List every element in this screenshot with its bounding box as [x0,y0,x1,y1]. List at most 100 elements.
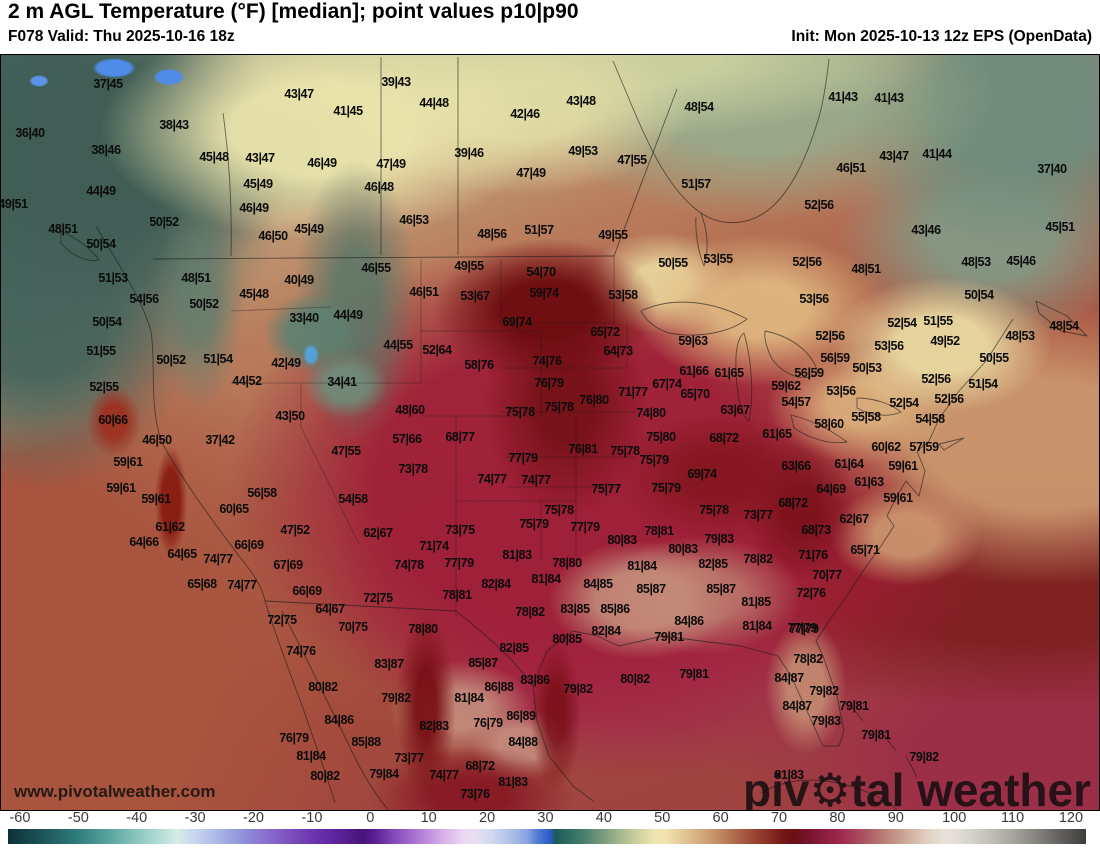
point-value: 43|50 [275,408,305,423]
point-value: 77|79 [508,450,538,465]
colorbar-tick: -50 [67,810,89,826]
point-value: 45|48 [239,286,269,301]
header: 2 m AGL Temperature (°F) [median]; point… [0,0,1100,54]
point-value: 53|56 [799,291,829,306]
point-value: 45|48 [199,149,229,164]
point-value: 70|75 [338,619,368,634]
point-value: 81|84 [627,558,657,573]
point-value: 46|51 [409,284,439,299]
colorbar-tick: 40 [595,810,612,826]
point-value: 65|72 [590,324,620,339]
point-value: 84|88 [508,734,538,749]
point-value: 79|83 [811,713,841,728]
point-value: 69|74 [687,466,717,481]
point-value: 61|64 [834,456,864,471]
point-value: 52|64 [422,342,452,357]
point-value: 33|40 [289,310,319,325]
point-value: 60|65 [219,501,249,516]
colorbar-tick: 60 [712,810,729,826]
point-value: 34|41 [327,374,357,389]
colorbar-tick: 50 [654,810,671,826]
point-value: 83|86 [520,672,550,687]
point-value: 43|46 [911,222,941,237]
map-canvas: 37|45 43|47 38|43 36|40 38|46 45|48 43|47 46|49… [0,54,1100,811]
point-value: 74|76 [532,353,562,368]
point-value: 79|81 [679,666,709,681]
point-value: 68|77 [445,429,475,444]
point-value: 76|81 [568,441,598,456]
point-value: 80|82 [310,768,340,783]
point-value: 58|76 [464,357,494,372]
point-value: 68|72 [778,495,808,510]
point-value: 65|68 [187,576,217,591]
point-value: 57|59 [909,439,939,454]
point-value: 53|55 [703,251,733,266]
point-value: 74|77 [227,577,257,592]
point-value: 46|50 [142,432,172,447]
gulf-of-california-coast [281,610,389,810]
point-value: 49|51 [0,196,28,211]
point-value: 46|51 [836,160,866,175]
point-value: 50|55 [658,255,688,270]
point-value: 85|87 [468,655,498,670]
point-value: 62|67 [839,511,869,526]
point-value: 52|56 [921,371,951,386]
point-value: 85|87 [706,581,736,596]
point-value: 72|76 [796,585,826,600]
long-island [938,437,965,451]
point-value: 52|56 [804,197,834,212]
init-time-label: Init: Mon 2025-10-13 12z EPS (OpenData) [791,28,1092,45]
point-value: 74|77 [429,767,459,782]
point-value: 78|81 [442,587,472,602]
point-value: 54|57 [781,394,811,409]
website-url[interactable]: www.pivotalweather.com [14,782,216,801]
point-value: 57|66 [392,431,422,446]
point-value: 79|82 [909,749,939,764]
point-value: 42|46 [510,106,540,121]
point-value: 59|63 [678,333,708,348]
point-value: 50|53 [852,360,882,375]
point-value: 86|89 [506,708,536,723]
point-value: 56|59 [794,365,824,380]
temperature-colorbar: -60 -50 -40 -30 -20 -10 0 10 20 30 40 50 60 70 80 90 100… [0,810,1100,850]
point-value: 61|63 [854,474,884,489]
point-value: 46|55 [361,260,391,275]
point-value: 81|83 [498,774,528,789]
point-value: 47|49 [376,156,406,171]
point-value: 41|43 [874,90,904,105]
point-value: 42|49 [271,355,301,370]
point-value: 46|48 [364,179,394,194]
bc-alberta-border [222,112,232,257]
point-value: 43|47 [879,148,909,163]
colorbar-tick: 90 [887,810,904,826]
point-value: 54|70 [526,264,556,279]
point-value: 48|60 [395,402,425,417]
point-value: 51|55 [86,343,116,358]
point-value: 66|69 [292,583,322,598]
colorbar-tick: 20 [479,810,496,826]
point-value: 77|79 [444,555,474,570]
point-value: 52|54 [887,315,917,330]
point-value: 80|82 [620,671,650,686]
point-value: 54|56 [129,291,159,306]
point-value: 55|58 [851,409,881,424]
point-value: 47|55 [331,443,361,458]
point-value: 59|61 [883,490,913,505]
lake-superior [640,301,748,336]
point-value: 78|80 [552,555,582,570]
point-value: 52|55 [89,379,119,394]
point-value: 52|56 [792,254,822,269]
point-value: 46|50 [258,228,288,243]
point-value: 76|80 [579,392,609,407]
point-value: 82|83 [419,718,449,733]
point-value: 80|83 [668,541,698,556]
point-value: 75|79 [651,480,681,495]
point-value: 53|67 [460,288,490,303]
point-value: 65|70 [680,386,710,401]
point-value: 54|58 [915,411,945,426]
point-value: 43|48 [566,93,596,108]
brand-prefix: piv [742,764,810,811]
point-value: 44|48 [419,95,449,110]
point-value: 66|69 [234,537,264,552]
point-value: 80|85 [552,631,582,646]
